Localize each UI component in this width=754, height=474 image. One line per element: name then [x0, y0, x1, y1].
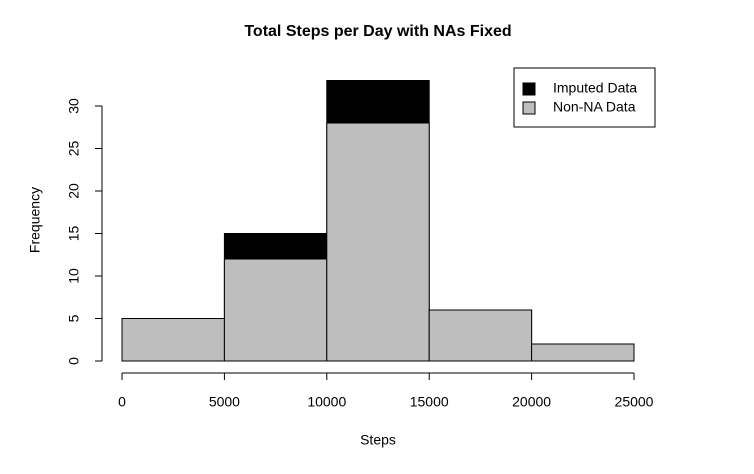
x-tick-label: 0	[118, 394, 126, 410]
x-tick-label: 10000	[307, 394, 346, 410]
histogram-bar	[223, 258, 328, 362]
x-tick-label: 5000	[209, 394, 240, 410]
x-tick-label: 25000	[615, 394, 654, 410]
x-tick-label: 15000	[410, 394, 449, 410]
y-tick-label: 0	[66, 357, 82, 365]
histogram-bar	[326, 122, 430, 362]
y-axis-label: Frequency	[27, 187, 43, 253]
x-axis-label: Steps	[360, 432, 396, 448]
legend-label: Non-NA Data	[553, 99, 636, 115]
histogram-bar	[428, 309, 533, 362]
legend-swatch	[522, 101, 536, 115]
histogram-bar	[531, 343, 635, 362]
y-tick-label: 20	[66, 183, 82, 199]
y-tick-label: 10	[66, 268, 82, 284]
x-tick-label: 20000	[512, 394, 551, 410]
histogram-bar	[121, 318, 225, 362]
chart-title: Total Steps per Day with NAs Fixed	[244, 23, 511, 40]
legend-box	[513, 67, 656, 128]
legend-swatch	[522, 82, 536, 96]
y-tick-label: 25	[66, 141, 82, 157]
y-tick-label: 5	[66, 314, 82, 322]
legend-label: Imputed Data	[553, 80, 637, 96]
y-tick-label: 15	[66, 226, 82, 242]
y-tick-label: 30	[66, 98, 82, 114]
